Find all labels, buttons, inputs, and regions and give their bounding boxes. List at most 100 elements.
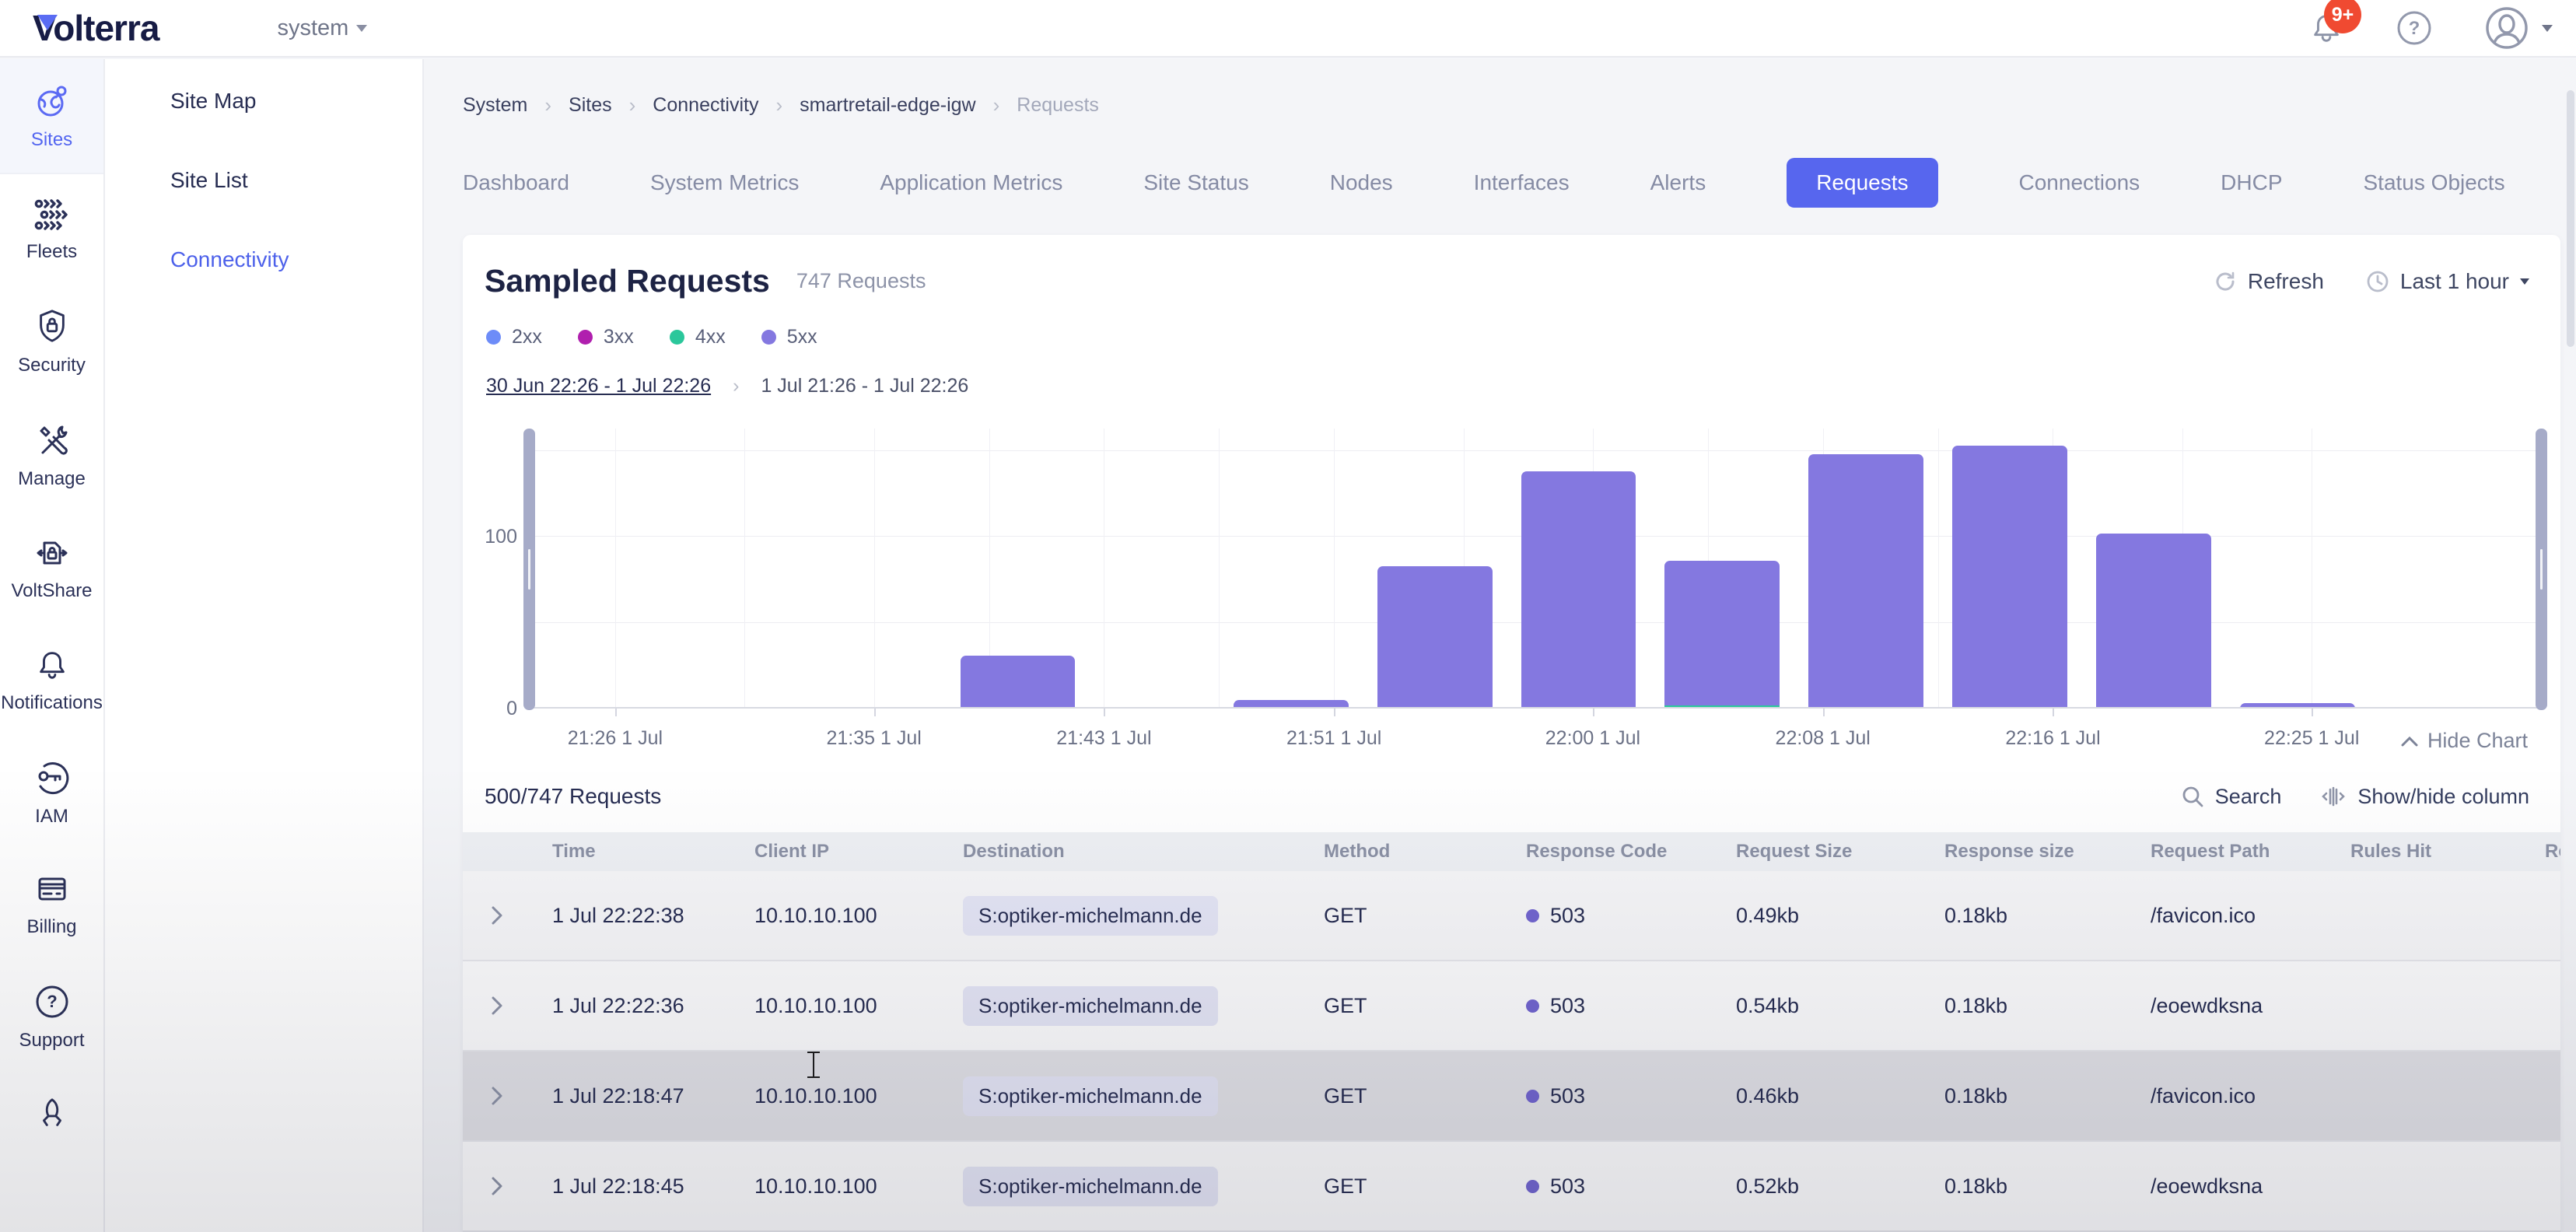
row-expand-button[interactable] xyxy=(490,905,552,926)
scrollbar-thumb[interactable] xyxy=(2567,90,2574,347)
hide-chart-button[interactable]: Hide Chart xyxy=(2401,729,2528,753)
tab-status-objects[interactable]: Status Objects xyxy=(2363,170,2505,194)
legend-item-5xx[interactable]: 5xx xyxy=(761,326,817,348)
search-button[interactable]: Search xyxy=(2181,785,2281,809)
table-row[interactable]: 1 Jul 22:18:47 10.10.10.100 S:optiker-mich… xyxy=(463,1052,2560,1142)
column-header-request-path[interactable]: Request Path xyxy=(2151,841,2270,862)
tab-site-status[interactable]: Site Status xyxy=(1143,170,1249,194)
legend-dot-icon xyxy=(669,330,684,345)
bar-5xx[interactable] xyxy=(1233,699,1349,709)
tab-alerts[interactable]: Alerts xyxy=(1650,170,1706,194)
subnav-item-site-list[interactable]: Site List xyxy=(170,168,248,192)
column-header-request-size[interactable]: Request Size xyxy=(1736,841,1853,862)
sidebar-item-voltshare[interactable]: VoltShare xyxy=(0,512,103,624)
breadcrumb-separator: › xyxy=(544,93,552,117)
status-dot-icon xyxy=(1526,1179,1539,1193)
cell-client-ip: 10.10.10.100 xyxy=(754,1083,877,1108)
tenant-switcher[interactable]: system xyxy=(277,16,368,41)
bar-5xx[interactable] xyxy=(1521,471,1636,709)
y-axis-label: 100 xyxy=(485,526,517,548)
chart-x-axis: 21:26 1 Jul 21:35 1 Jul 21:43 1 Jul 21:51 1… xyxy=(529,710,2542,751)
subnav-item-connectivity[interactable]: Connectivity xyxy=(170,247,289,271)
gridline xyxy=(529,450,2542,451)
tab-nodes[interactable]: Nodes xyxy=(1329,170,1393,194)
table-row[interactable]: 1 Jul 22:18:45 10.10.10.100 S:optiker-mich… xyxy=(463,1142,2560,1232)
row-expand-button[interactable] xyxy=(490,1175,552,1197)
bar-5xx[interactable] xyxy=(1952,446,2067,709)
subnav-item-site-map[interactable]: Site Map xyxy=(170,89,257,113)
sidebar-item-partial[interactable] xyxy=(0,1073,103,1154)
sidebar-item-label: Support xyxy=(19,1030,85,1051)
chart-range-handle-right[interactable] xyxy=(2536,429,2547,710)
sidebar-item-sites[interactable]: Sites xyxy=(0,59,103,174)
column-header-response-size[interactable]: Response size xyxy=(1944,841,2074,862)
column-header-response-code[interactable]: Response Code xyxy=(1526,841,1668,862)
show-hide-column-button[interactable]: Show/hide column xyxy=(2320,785,2529,809)
breadcrumb-item[interactable]: Sites xyxy=(569,94,612,116)
destination-badge[interactable]: S:optiker-michelmann.de xyxy=(963,985,1218,1026)
y-axis-label: 0 xyxy=(506,698,517,719)
axis-tick xyxy=(614,709,617,716)
bar-5xx[interactable] xyxy=(1377,565,1493,709)
column-header-rules-hit[interactable]: Rules Hit xyxy=(2350,841,2432,862)
legend-item-4xx[interactable]: 4xx xyxy=(669,326,726,348)
column-header-time[interactable]: Time xyxy=(552,841,596,862)
volterra-logo[interactable]: Volterra xyxy=(33,8,159,48)
legend-item-2xx[interactable]: 2xx xyxy=(486,326,542,348)
bar-5xx[interactable] xyxy=(2239,703,2355,709)
cell-client-ip: 10.10.10.100 xyxy=(754,903,877,927)
tab-dhcp[interactable]: DHCP xyxy=(2221,170,2283,194)
sidebar-item-fleets[interactable]: Fleets xyxy=(0,174,103,285)
legend-item-3xx[interactable]: 3xx xyxy=(577,326,634,348)
time-range-picker[interactable]: Last 1 hour xyxy=(2366,269,2529,294)
sidebar-item-manage[interactable]: Manage xyxy=(0,398,103,512)
sidebar-item-label: Notifications xyxy=(1,692,103,713)
breadcrumb-item[interactable]: System xyxy=(463,94,528,116)
bar-4xx[interactable] xyxy=(1664,705,1780,709)
row-expand-button[interactable] xyxy=(490,1085,552,1107)
cell-method: GET xyxy=(1324,1083,1367,1108)
sidebar-item-support[interactable]: ? Support xyxy=(0,960,103,1073)
table-row[interactable]: 1 Jul 22:22:36 10.10.10.100 S:optiker-mich… xyxy=(463,961,2560,1052)
column-header-client-ip[interactable]: Client IP xyxy=(754,841,830,862)
sidebar-item-security[interactable]: Security xyxy=(0,285,103,398)
sidebar-item-notifications[interactable]: Notifications xyxy=(0,624,103,736)
chart-range-handle-left[interactable] xyxy=(523,429,535,710)
column-header-method[interactable]: Method xyxy=(1324,841,1391,862)
column-header-re[interactable]: Re xyxy=(2545,841,2560,862)
cell-request-size: 0.46kb xyxy=(1736,1083,1800,1108)
refresh-button[interactable]: Refresh xyxy=(2214,269,2324,294)
tab-system-metrics[interactable]: System Metrics xyxy=(649,170,800,194)
destination-badge[interactable]: S:optiker-michelmann.de xyxy=(963,895,1218,936)
bar-5xx[interactable] xyxy=(1808,454,1924,709)
tab-dashboard[interactable]: Dashboard xyxy=(463,170,569,194)
status-dot-icon xyxy=(1526,1089,1539,1103)
page-scrollbar[interactable] xyxy=(2565,59,2576,1232)
sidebar-item-iam[interactable]: IAM xyxy=(0,736,103,849)
chevron-down-icon xyxy=(356,24,368,32)
tab-requests[interactable]: Requests xyxy=(1787,158,1938,208)
help-button[interactable]: ? xyxy=(2396,9,2433,47)
breadcrumb-item[interactable]: smartretail-edge-igw xyxy=(800,94,976,116)
table-row[interactable]: 1 Jul 22:22:38 10.10.10.100 S:optiker-mich… xyxy=(463,871,2560,961)
account-menu[interactable] xyxy=(2484,5,2553,51)
bar-5xx[interactable] xyxy=(2095,533,2211,709)
tab-application-metrics[interactable]: Application Metrics xyxy=(880,170,1063,194)
bar-5xx[interactable] xyxy=(1664,561,1780,705)
destination-badge[interactable]: S:optiker-michelmann.de xyxy=(963,1076,1218,1116)
row-expand-button[interactable] xyxy=(490,995,552,1017)
sidebar-item-billing[interactable]: Billing xyxy=(0,849,103,960)
svg-text:?: ? xyxy=(47,992,57,1011)
tab-connections[interactable]: Connections xyxy=(2018,170,2140,194)
bar-5xx[interactable] xyxy=(960,655,1076,709)
notifications-bell-button[interactable]: 9+ xyxy=(2308,0,2361,46)
parent-range-link[interactable]: 30 Jun 22:26 - 1 Jul 22:26 xyxy=(486,375,712,397)
sidebar-item-label: Sites xyxy=(30,129,73,150)
tab-interfaces[interactable]: Interfaces xyxy=(1473,170,1570,194)
breadcrumb-item[interactable]: Connectivity xyxy=(653,94,759,116)
destination-badge[interactable]: S:optiker-michelmann.de xyxy=(963,1166,1218,1206)
x-axis-label: 22:08 1 Jul xyxy=(1775,727,1871,749)
cell-request-size: 0.54kb xyxy=(1736,993,1800,1017)
column-header-destination[interactable]: Destination xyxy=(963,841,1065,862)
x-axis-label: 22:25 1 Jul xyxy=(2264,727,2360,749)
